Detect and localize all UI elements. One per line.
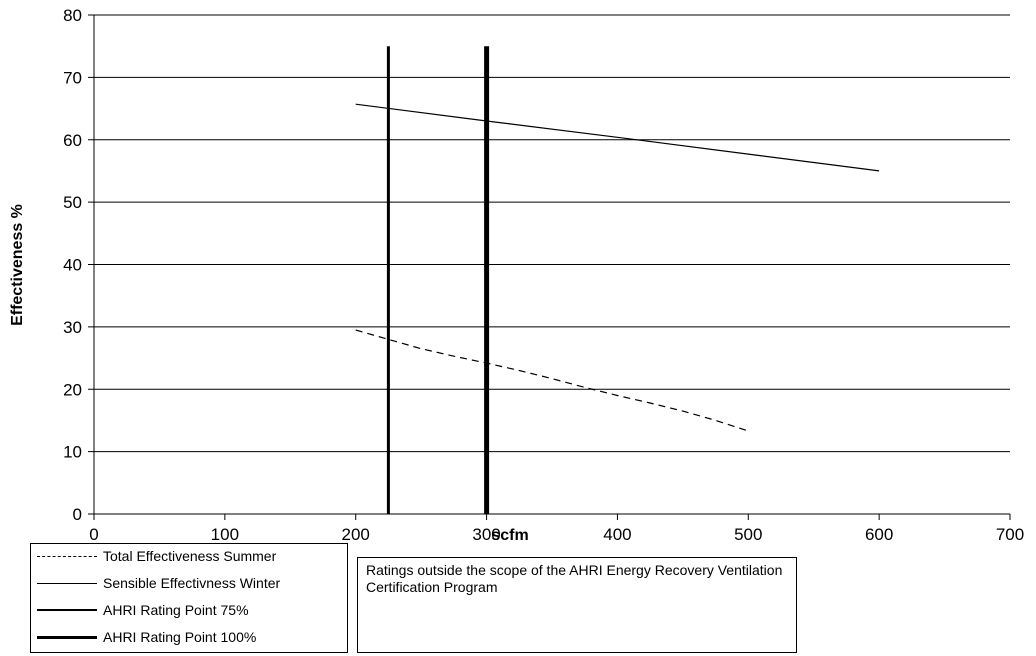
legend-item-sensible-winter: Sensible Effectivness Winter <box>37 572 280 594</box>
series-line-2 <box>356 104 879 171</box>
legend-item-total-summer: Total Effectiveness Summer <box>37 545 276 567</box>
x-tick-label: 100 <box>211 525 239 544</box>
y-tick-label: 80 <box>63 6 82 25</box>
x-tick-label: 500 <box>734 525 762 544</box>
legend-swatch-dashed <box>37 556 97 557</box>
y-tick-label: 0 <box>73 505 82 524</box>
x-tick-label: 700 <box>996 525 1024 544</box>
legend-label: AHRI Rating Point 100% <box>103 629 256 645</box>
legend: Total Effectiveness Summer Sensible Effe… <box>30 543 348 653</box>
legend-label: AHRI Rating Point 75% <box>103 602 249 618</box>
x-axis-label: scfm <box>491 527 528 544</box>
legend-item-rating-100: AHRI Rating Point 100% <box>37 626 256 648</box>
x-tick-label: 400 <box>603 525 631 544</box>
series-line-1 <box>356 330 749 431</box>
y-tick-label: 50 <box>63 193 82 212</box>
x-tick-label: 0 <box>89 525 98 544</box>
series-lines <box>356 46 879 514</box>
x-tick-label: 200 <box>342 525 370 544</box>
legend-swatch-medium <box>37 609 97 611</box>
legend-label: Sensible Effectivness Winter <box>103 575 280 591</box>
scope-note: Ratings outside the scope of the AHRI En… <box>357 557 797 653</box>
grid-lines <box>94 15 1010 452</box>
y-tick-label: 10 <box>63 443 82 462</box>
legend-swatch-thin <box>37 583 97 584</box>
y-axis-label: Effectiveness % <box>9 204 26 326</box>
axes <box>88 15 1010 520</box>
legend-label: Total Effectiveness Summer <box>103 548 276 564</box>
legend-swatch-thick <box>37 636 97 639</box>
y-tick-label: 20 <box>63 380 82 399</box>
y-tick-label: 40 <box>63 256 82 275</box>
y-tick-label: 60 <box>63 131 82 150</box>
legend-item-rating-75: AHRI Rating Point 75% <box>37 599 249 621</box>
y-tick-label: 70 <box>63 68 82 87</box>
x-tick-label: 600 <box>865 525 893 544</box>
y-tick-label: 30 <box>63 318 82 337</box>
